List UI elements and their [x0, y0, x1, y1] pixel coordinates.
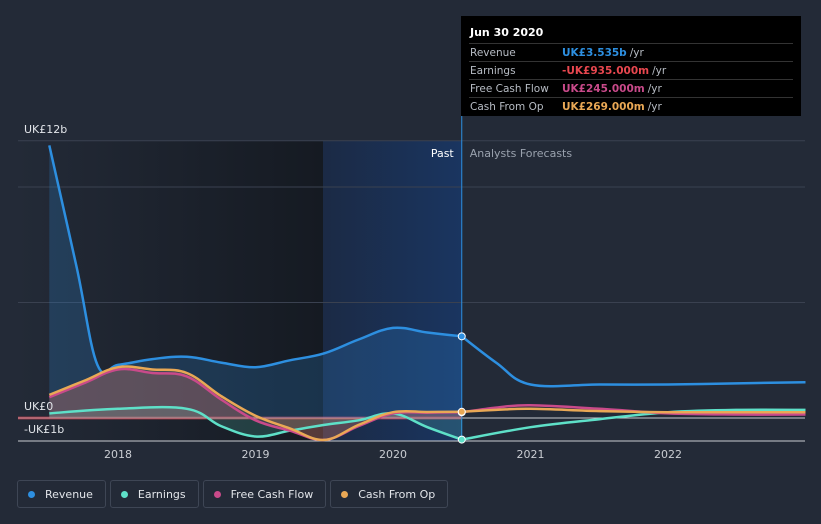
tooltip-row-free-cash-flow: Free Cash Flow UK£245.000m /yr [469, 79, 793, 97]
tooltip-row-earnings: Earnings -UK£935.000m /yr [469, 61, 793, 79]
marker-earnings [457, 435, 466, 444]
tooltip-unit: /yr [652, 64, 667, 77]
x-tick-label: 2018 [104, 448, 132, 461]
y-axis-label-zero: UK£0 [24, 400, 53, 413]
marker-revenue [457, 332, 466, 341]
forecast-label: Analysts Forecasts [470, 147, 573, 160]
x-tick-label: 2021 [517, 448, 545, 461]
series-line-forecast-cash-from-op [461, 407, 806, 414]
tooltip-date: Jun 30 2020 [470, 26, 544, 39]
legend-dot-icon [120, 490, 128, 498]
tooltip-label: Free Cash Flow [470, 82, 549, 95]
series-area-revenue [49, 145, 462, 418]
tooltip-unit: /yr [647, 82, 662, 95]
x-tick-label: 2019 [242, 448, 270, 461]
x-tick-label: 2020 [379, 448, 407, 461]
legend-dot-icon [28, 490, 35, 498]
legend-item-earnings[interactable]: Earnings [109, 480, 199, 508]
past-shade [18, 141, 323, 441]
legend-label: Earnings [137, 487, 186, 501]
highlight-band [323, 141, 462, 441]
series-line-forecast-earnings [461, 408, 806, 441]
legend-label: Cash From Op [358, 487, 436, 501]
tooltip-value: UK£269.000m [562, 100, 645, 113]
series-area-free-cash-flow [49, 369, 462, 440]
series-line-revenue [48, 145, 462, 375]
y-axis-label-max: UK£12b [24, 123, 67, 136]
legend-label: Revenue [45, 487, 93, 501]
tooltip-label: Cash From Op [470, 100, 544, 113]
tooltip-value: UK£3.535b [562, 46, 627, 59]
series-line-forecast-free-cash-flow [461, 404, 806, 416]
legend: Revenue Earnings Free Cash Flow Cash Fro… [17, 480, 449, 508]
series-line-forecast-revenue [461, 335, 806, 388]
y-axis-label-min: -UK£1b [24, 423, 64, 436]
legend-label: Free Cash Flow [230, 487, 314, 501]
legend-dot-icon [341, 490, 349, 498]
series-area-cash-from-op [49, 366, 462, 440]
marker-cash-from-op [457, 407, 466, 416]
tooltip-label: Revenue [470, 46, 516, 59]
legend-item-free-cash-flow[interactable]: Free Cash Flow [202, 480, 327, 508]
tooltip-value: -UK£935.000m [562, 64, 650, 77]
x-tick-label: 2022 [654, 448, 682, 461]
tooltip-unit: /yr [629, 46, 644, 59]
legend-item-cash-from-op[interactable]: Cash From Op [330, 480, 449, 508]
series-area-earnings [49, 407, 462, 440]
legend-item-revenue[interactable]: Revenue [17, 480, 106, 508]
tooltip-value: UK£245.000m [562, 82, 645, 95]
tooltip: Jun 30 2020 Revenue UK£3.535b /yr Earnin… [461, 16, 801, 116]
tooltip-row-revenue: Revenue UK£3.535b /yr [469, 43, 793, 61]
negative-band [18, 416, 462, 420]
legend-dot-icon [213, 490, 221, 498]
series-line-cash-from-op [48, 365, 462, 442]
past-label: Past [431, 147, 455, 160]
tooltip-unit: /yr [647, 100, 662, 113]
tooltip-label: Earnings [470, 64, 516, 77]
tooltip-row-cash-from-op: Cash From Op UK£269.000m /yr [469, 97, 793, 115]
